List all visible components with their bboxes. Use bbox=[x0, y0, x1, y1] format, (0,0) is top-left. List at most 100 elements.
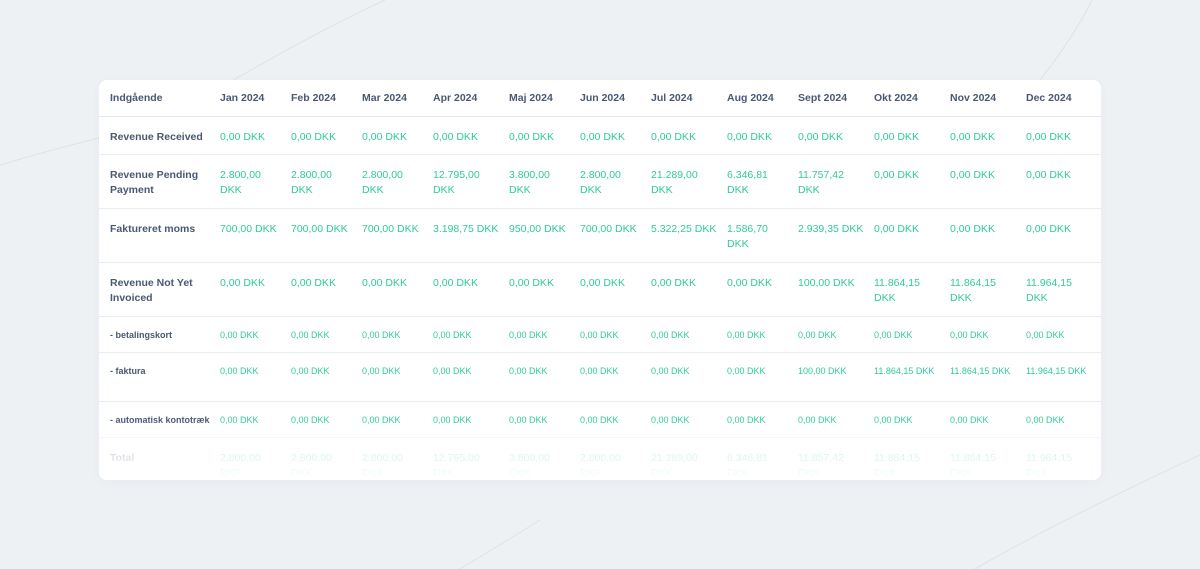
amount-cell: 0,00 DKK bbox=[433, 316, 509, 353]
row-revenue-received: Revenue Received 0,00 DKK 0,00 DKK 0,00 DKK… bbox=[99, 116, 1101, 155]
amount-cell: 700,00 DKK bbox=[291, 208, 362, 263]
header-month: Mar 2024 bbox=[362, 80, 433, 117]
revenue-table: Indgående Jan 2024 Feb 2024 Mar 2024 Apr… bbox=[99, 80, 1101, 480]
amount-cell: 0,00 DKK bbox=[580, 116, 651, 155]
amount-cell: 11.964,15 DKK bbox=[1026, 452, 1072, 479]
amount-cell: 2.800,00 DKK bbox=[580, 154, 651, 209]
amount-cell: 2.800,00 DKK bbox=[291, 154, 362, 209]
amount-cell: 11.757,42 DKK bbox=[798, 154, 874, 209]
row-label: Revenue Not Yet Invoiced bbox=[99, 262, 220, 317]
amount-cell: 0,00 DKK bbox=[291, 401, 362, 438]
row-label: Revenue Pending Payment bbox=[99, 154, 220, 209]
amount-cell: 0,00 DKK bbox=[220, 352, 291, 402]
amount-cell: 0,00 DKK bbox=[433, 401, 509, 438]
amount-cell: 0,00 DKK bbox=[291, 262, 362, 317]
amount-cell: 700,00 DKK bbox=[220, 208, 291, 263]
amount-cell: 11.857,42 DKK bbox=[798, 452, 844, 479]
amount-cell: 0,00 DKK bbox=[580, 352, 651, 402]
row-label: Total bbox=[110, 452, 135, 464]
amount-cell: 0,00 DKK bbox=[950, 208, 1026, 263]
row-label: - automatisk kontotræk bbox=[99, 401, 220, 438]
amount-cell: 0,00 DKK bbox=[727, 352, 798, 402]
header-month: Jan 2024 bbox=[220, 80, 291, 117]
amount-cell: 0,00 DKK bbox=[362, 316, 433, 353]
table-header-row: Indgående Jan 2024 Feb 2024 Mar 2024 Apr… bbox=[99, 80, 1101, 117]
amount-cell: 0,00 DKK bbox=[509, 116, 580, 155]
amount-cell: 0,00 DKK bbox=[1026, 316, 1101, 353]
amount-cell: 11.864,15 DKK bbox=[874, 452, 920, 479]
amount-cell: 2.939,35 DKK bbox=[798, 208, 874, 263]
amount-cell: 0,00 DKK bbox=[291, 316, 362, 353]
amount-cell: 0,00 DKK bbox=[1026, 154, 1101, 209]
header-month: Jul 2024 bbox=[651, 80, 727, 117]
amount-cell: 12.795,00 DKK bbox=[433, 154, 509, 209]
amount-cell: 0,00 DKK bbox=[1026, 116, 1101, 155]
amount-cell: 21.289,00 DKK bbox=[651, 452, 698, 479]
amount-cell: 0,00 DKK bbox=[220, 316, 291, 353]
row-label: - betalingskort bbox=[99, 316, 220, 353]
amount-cell: 0,00 DKK bbox=[651, 262, 727, 317]
amount-cell: 0,00 DKK bbox=[509, 316, 580, 353]
amount-cell: 2.800,00 DKK bbox=[291, 452, 332, 479]
amount-cell: 700,00 DKK bbox=[580, 208, 651, 263]
amount-cell: 0,00 DKK bbox=[362, 401, 433, 438]
amount-cell: 100,00 DKK bbox=[798, 262, 874, 317]
amount-cell: 0,00 DKK bbox=[651, 352, 727, 402]
amount-cell: 0,00 DKK bbox=[651, 116, 727, 155]
amount-cell: 0,00 DKK bbox=[651, 316, 727, 353]
row-label: - faktura bbox=[99, 352, 220, 402]
amount-cell: 950,00 DKK bbox=[509, 208, 580, 263]
amount-cell: 2.800,00 DKK bbox=[362, 452, 403, 479]
amount-cell: 0,00 DKK bbox=[362, 116, 433, 155]
amount-cell: 2.800,00 DKK bbox=[220, 154, 291, 209]
amount-cell: 21.289,00 DKK bbox=[651, 154, 727, 209]
amount-cell: 0,00 DKK bbox=[220, 116, 291, 155]
amount-cell: 0,00 DKK bbox=[874, 208, 950, 263]
amount-cell: 0,00 DKK bbox=[727, 316, 798, 353]
amount-cell: 11.864,15 DKK bbox=[950, 262, 1026, 317]
row-label: Faktureret moms bbox=[99, 208, 220, 263]
header-month: Feb 2024 bbox=[291, 80, 362, 117]
amount-cell: 0,00 DKK bbox=[1026, 208, 1101, 263]
amount-cell: 0,00 DKK bbox=[362, 352, 433, 402]
amount-cell: 12.795,00 DKK bbox=[433, 452, 480, 479]
amount-cell: 3.198,75 DKK bbox=[433, 208, 509, 263]
header-month: Aug 2024 bbox=[727, 80, 798, 117]
amount-cell: 11.964,15 DKK bbox=[1026, 262, 1101, 317]
amount-cell: 0,00 DKK bbox=[874, 401, 950, 438]
amount-cell: 100,00 DKK bbox=[798, 352, 874, 402]
amount-cell: 0,00 DKK bbox=[220, 262, 291, 317]
amount-cell: 0,00 DKK bbox=[509, 401, 580, 438]
amount-cell: 1.586,70 DKK bbox=[727, 208, 798, 263]
header-month: Dec 2024 bbox=[1026, 80, 1101, 117]
header-month: Okt 2024 bbox=[874, 80, 950, 117]
header-month: Nov 2024 bbox=[950, 80, 1026, 117]
amount-cell: 0,00 DKK bbox=[433, 352, 509, 402]
amount-cell: 3.800,00 DKK bbox=[509, 154, 580, 209]
amount-cell: 0,00 DKK bbox=[1026, 401, 1101, 438]
amount-cell: 0,00 DKK bbox=[580, 401, 651, 438]
amount-cell: 0,00 DKK bbox=[950, 154, 1026, 209]
amount-cell: 2.800,00 DKK bbox=[362, 154, 433, 209]
amount-cell: 0,00 DKK bbox=[950, 116, 1026, 155]
amount-cell: 0,00 DKK bbox=[580, 262, 651, 317]
revenue-table-card: Indgående Jan 2024 Feb 2024 Mar 2024 Apr… bbox=[99, 80, 1101, 480]
row-revenue-pending-payment: Revenue Pending Payment 2.800,00 DKK 2.800… bbox=[99, 154, 1101, 209]
amount-cell: 0,00 DKK bbox=[580, 316, 651, 353]
amount-cell: 0,00 DKK bbox=[727, 116, 798, 155]
header-month: Jun 2024 bbox=[580, 80, 651, 117]
amount-cell: 0,00 DKK bbox=[950, 401, 1026, 438]
row-total: Total 2.800,00 DKK 2.800,00 DKK 2.800,00 DK… bbox=[99, 438, 1101, 481]
amount-cell: 0,00 DKK bbox=[433, 116, 509, 155]
amount-cell: 0,00 DKK bbox=[874, 316, 950, 353]
header-month: Apr 2024 bbox=[433, 80, 509, 117]
amount-cell: 5.322,25 DKK bbox=[651, 208, 727, 263]
amount-cell: 0,00 DKK bbox=[874, 154, 950, 209]
header-label: Indgående bbox=[99, 80, 220, 117]
amount-cell: 0,00 DKK bbox=[950, 316, 1026, 353]
amount-cell: 0,00 DKK bbox=[291, 116, 362, 155]
amount-cell: 0,00 DKK bbox=[874, 116, 950, 155]
amount-cell: 0,00 DKK bbox=[651, 401, 727, 438]
amount-cell: 0,00 DKK bbox=[362, 262, 433, 317]
row-faktura: - faktura 0,00 DKK 0,00 DKK 0,00 DKK 0,00 DK… bbox=[99, 352, 1101, 402]
